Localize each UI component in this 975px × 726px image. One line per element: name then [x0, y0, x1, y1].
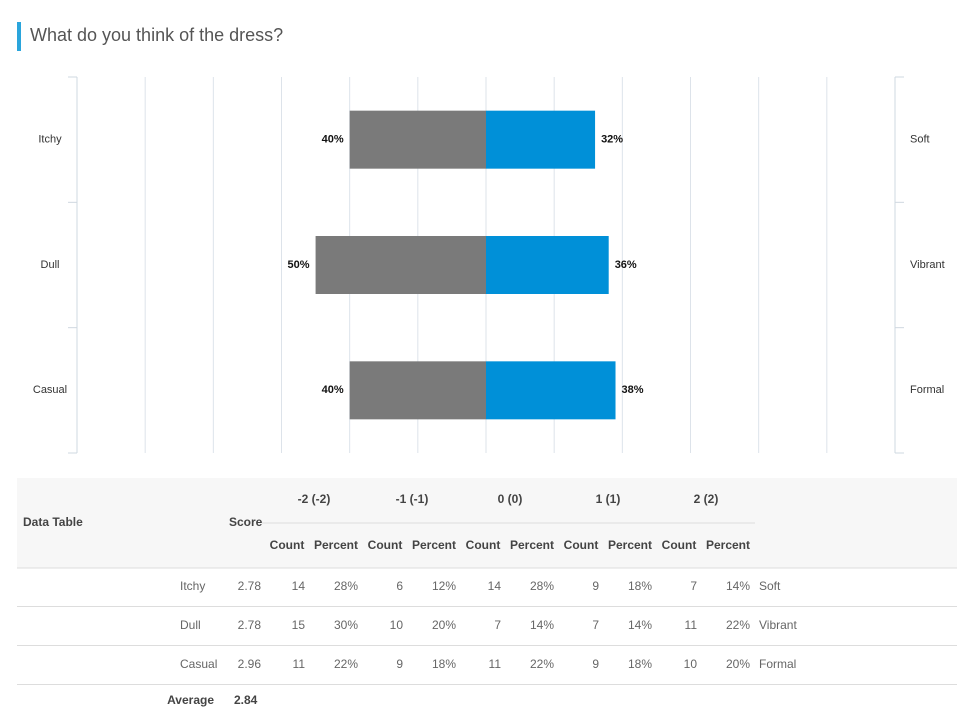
table-cell: 22% — [530, 657, 554, 671]
table-cell: 28% — [334, 579, 358, 593]
table-title: Data Table — [23, 515, 83, 529]
bar-left — [349, 361, 486, 420]
sub-header: Percent — [706, 538, 750, 552]
group-header: -2 (-2) — [298, 492, 331, 506]
row-right-label: Soft — [759, 579, 781, 593]
sub-header: Percent — [314, 538, 358, 552]
left-label: Casual — [33, 384, 67, 396]
table-cell: 22% — [726, 618, 750, 632]
sub-header: Count — [368, 538, 403, 552]
average-value: 2.84 — [234, 693, 258, 707]
sub-header: Percent — [412, 538, 456, 552]
table-cell: 14% — [628, 618, 652, 632]
group-header: 2 (2) — [694, 492, 719, 506]
row-right-label: Formal — [759, 657, 796, 671]
value-label: 40% — [322, 384, 344, 396]
table-cell: 18% — [432, 657, 456, 671]
table-cell: 20% — [726, 657, 750, 671]
table-cell: 9 — [396, 657, 403, 671]
table-cell: 18% — [628, 579, 652, 593]
table-cell: 14 — [292, 579, 306, 593]
value-label: 50% — [288, 259, 310, 271]
group-header: 0 (0) — [498, 492, 523, 506]
value-label: 40% — [322, 134, 344, 146]
table-cell: 30% — [334, 618, 358, 632]
row-score: 2.78 — [238, 579, 262, 593]
table-cell: 22% — [334, 657, 358, 671]
table-cell: 28% — [530, 579, 554, 593]
table-cell: 14% — [530, 618, 554, 632]
table-cell: 9 — [592, 579, 599, 593]
sub-header: Count — [662, 538, 697, 552]
row-label: Dull — [180, 618, 201, 632]
right-label: Soft — [910, 134, 930, 146]
value-label: 38% — [622, 384, 644, 396]
table-cell: 15 — [292, 618, 306, 632]
row-right-label: Vibrant — [759, 618, 797, 632]
table-cell: 20% — [432, 618, 456, 632]
bar-right — [486, 361, 616, 420]
row-label: Itchy — [180, 579, 205, 593]
group-header: -1 (-1) — [396, 492, 429, 506]
table-cell: 12% — [432, 579, 456, 593]
value-label: 36% — [615, 259, 637, 271]
row-score: 2.78 — [238, 618, 262, 632]
table-cell: 10 — [390, 618, 404, 632]
bar-left — [315, 236, 486, 294]
bar-right — [486, 236, 609, 294]
table-cell: 10 — [684, 657, 698, 671]
average-label: Average — [167, 693, 214, 707]
sub-header: Count — [564, 538, 599, 552]
table-cell: 7 — [690, 579, 697, 593]
left-label: Dull — [41, 259, 60, 271]
value-label: 32% — [601, 134, 623, 146]
table-cell: 11 — [293, 657, 306, 671]
title-accent — [17, 22, 21, 51]
left-label: Itchy — [38, 134, 62, 146]
table-cell: 7 — [494, 618, 501, 632]
bar-right — [486, 110, 596, 169]
row-label: Casual — [180, 657, 217, 671]
sub-header: Count — [270, 538, 305, 552]
sub-header: Percent — [510, 538, 554, 552]
right-label: Vibrant — [910, 259, 945, 271]
table-cell: 18% — [628, 657, 652, 671]
table-cell: 6 — [396, 579, 403, 593]
table-cell: 11 — [489, 657, 502, 671]
table-cell: 7 — [592, 618, 599, 632]
sub-header: Percent — [608, 538, 652, 552]
table-cell: 9 — [592, 657, 599, 671]
group-header: 1 (1) — [596, 492, 621, 506]
chart-title: What do you think of the dress? — [30, 25, 283, 45]
sub-header: Count — [466, 538, 501, 552]
table-cell: 14% — [726, 579, 750, 593]
bar-left — [349, 110, 486, 169]
score-header: Score — [229, 515, 263, 529]
row-score: 2.96 — [238, 657, 262, 671]
table-cell: 14 — [488, 579, 502, 593]
right-label: Formal — [910, 384, 944, 396]
table-cell: 11 — [685, 618, 698, 632]
